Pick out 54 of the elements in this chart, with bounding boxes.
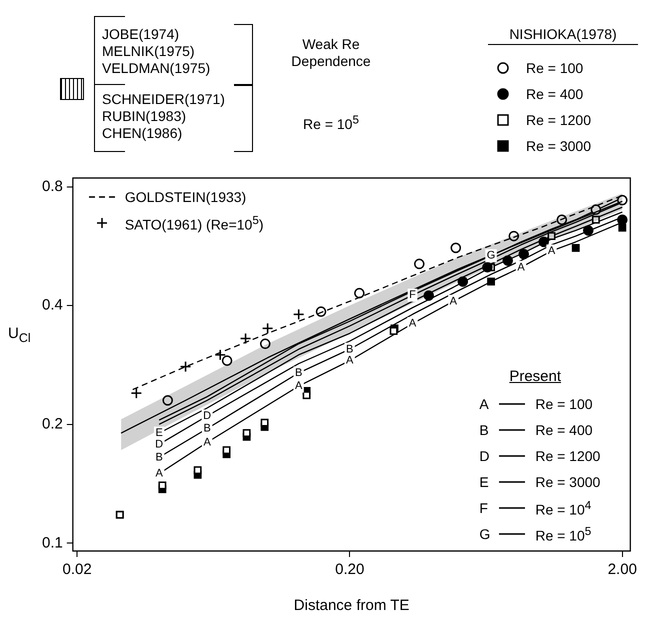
legend-label: Re = 3000 xyxy=(526,138,591,154)
legend-label: Re = 10$^{5}$ xyxy=(535,524,592,544)
legend-label: Re = 1200 xyxy=(535,448,600,464)
data-label: A xyxy=(450,295,458,308)
data-label: A xyxy=(203,436,212,448)
legend-title: Present xyxy=(509,368,562,385)
y-tick-label: 0.1 xyxy=(42,534,63,552)
y-tick-label: 0.2 xyxy=(42,415,63,432)
legend-label: Re = 100 xyxy=(535,396,593,412)
text: VELDMAN(1975) xyxy=(102,60,212,77)
text: E xyxy=(479,474,489,490)
data-label: A xyxy=(548,245,556,258)
y-axis-title: U$_{Cl}$ xyxy=(8,324,31,344)
legend-label: GOLDSTEIN(1933) xyxy=(124,189,246,205)
legend-label: Re = 400 xyxy=(535,422,593,438)
text: G xyxy=(479,526,490,542)
y-tick-label: 0.4 xyxy=(42,296,63,314)
x-tick-label: 2.00 xyxy=(608,561,637,578)
legend-label: Re = 3000 xyxy=(535,474,600,490)
x-tick-label: 0.20 xyxy=(335,561,364,578)
text: SCHNEIDER(1971) xyxy=(102,91,226,108)
legend-label: Re = 100 xyxy=(526,60,584,76)
legend-label: Re = 10$^{4}$ xyxy=(535,498,592,518)
text: RUBIN(1983) xyxy=(102,108,188,125)
text: CHEN(1986) xyxy=(102,125,184,142)
data-label: E xyxy=(155,427,163,440)
data-label: B xyxy=(346,343,354,356)
data-label: G xyxy=(486,250,496,262)
data-label: B xyxy=(155,451,163,464)
text: A xyxy=(479,396,489,412)
text: Re = 10$^{5}$ xyxy=(303,113,359,132)
text: JOBE(1974) xyxy=(102,26,180,43)
x-tick-label: 0.02 xyxy=(62,561,92,578)
data-label: A xyxy=(295,380,304,392)
text: B xyxy=(479,422,489,438)
data-label: F xyxy=(409,289,416,302)
text: Weak Re Dependence xyxy=(290,36,372,70)
data-label: D xyxy=(203,410,212,422)
y-tick-label: 0.8 xyxy=(42,178,63,195)
text: NISHIOKA(1978) xyxy=(488,26,638,45)
data-label: B xyxy=(203,422,211,435)
data-label: A xyxy=(155,468,164,480)
x-axis-title: Distance from TE xyxy=(294,597,410,614)
text: D xyxy=(479,448,490,464)
text: F xyxy=(479,500,488,516)
data-label: D xyxy=(155,438,164,450)
legend-label: SATO(1961) (Re=10$^{5}$) xyxy=(124,214,264,232)
data-label: A xyxy=(346,354,354,367)
legend-label: Re = 1200 xyxy=(526,112,591,128)
data-label: A xyxy=(408,318,417,330)
data-label: B xyxy=(295,366,302,379)
legend-label: Re = 400 xyxy=(526,86,584,102)
text: MELNIK(1975) xyxy=(102,43,196,60)
data-label: A xyxy=(517,261,526,274)
